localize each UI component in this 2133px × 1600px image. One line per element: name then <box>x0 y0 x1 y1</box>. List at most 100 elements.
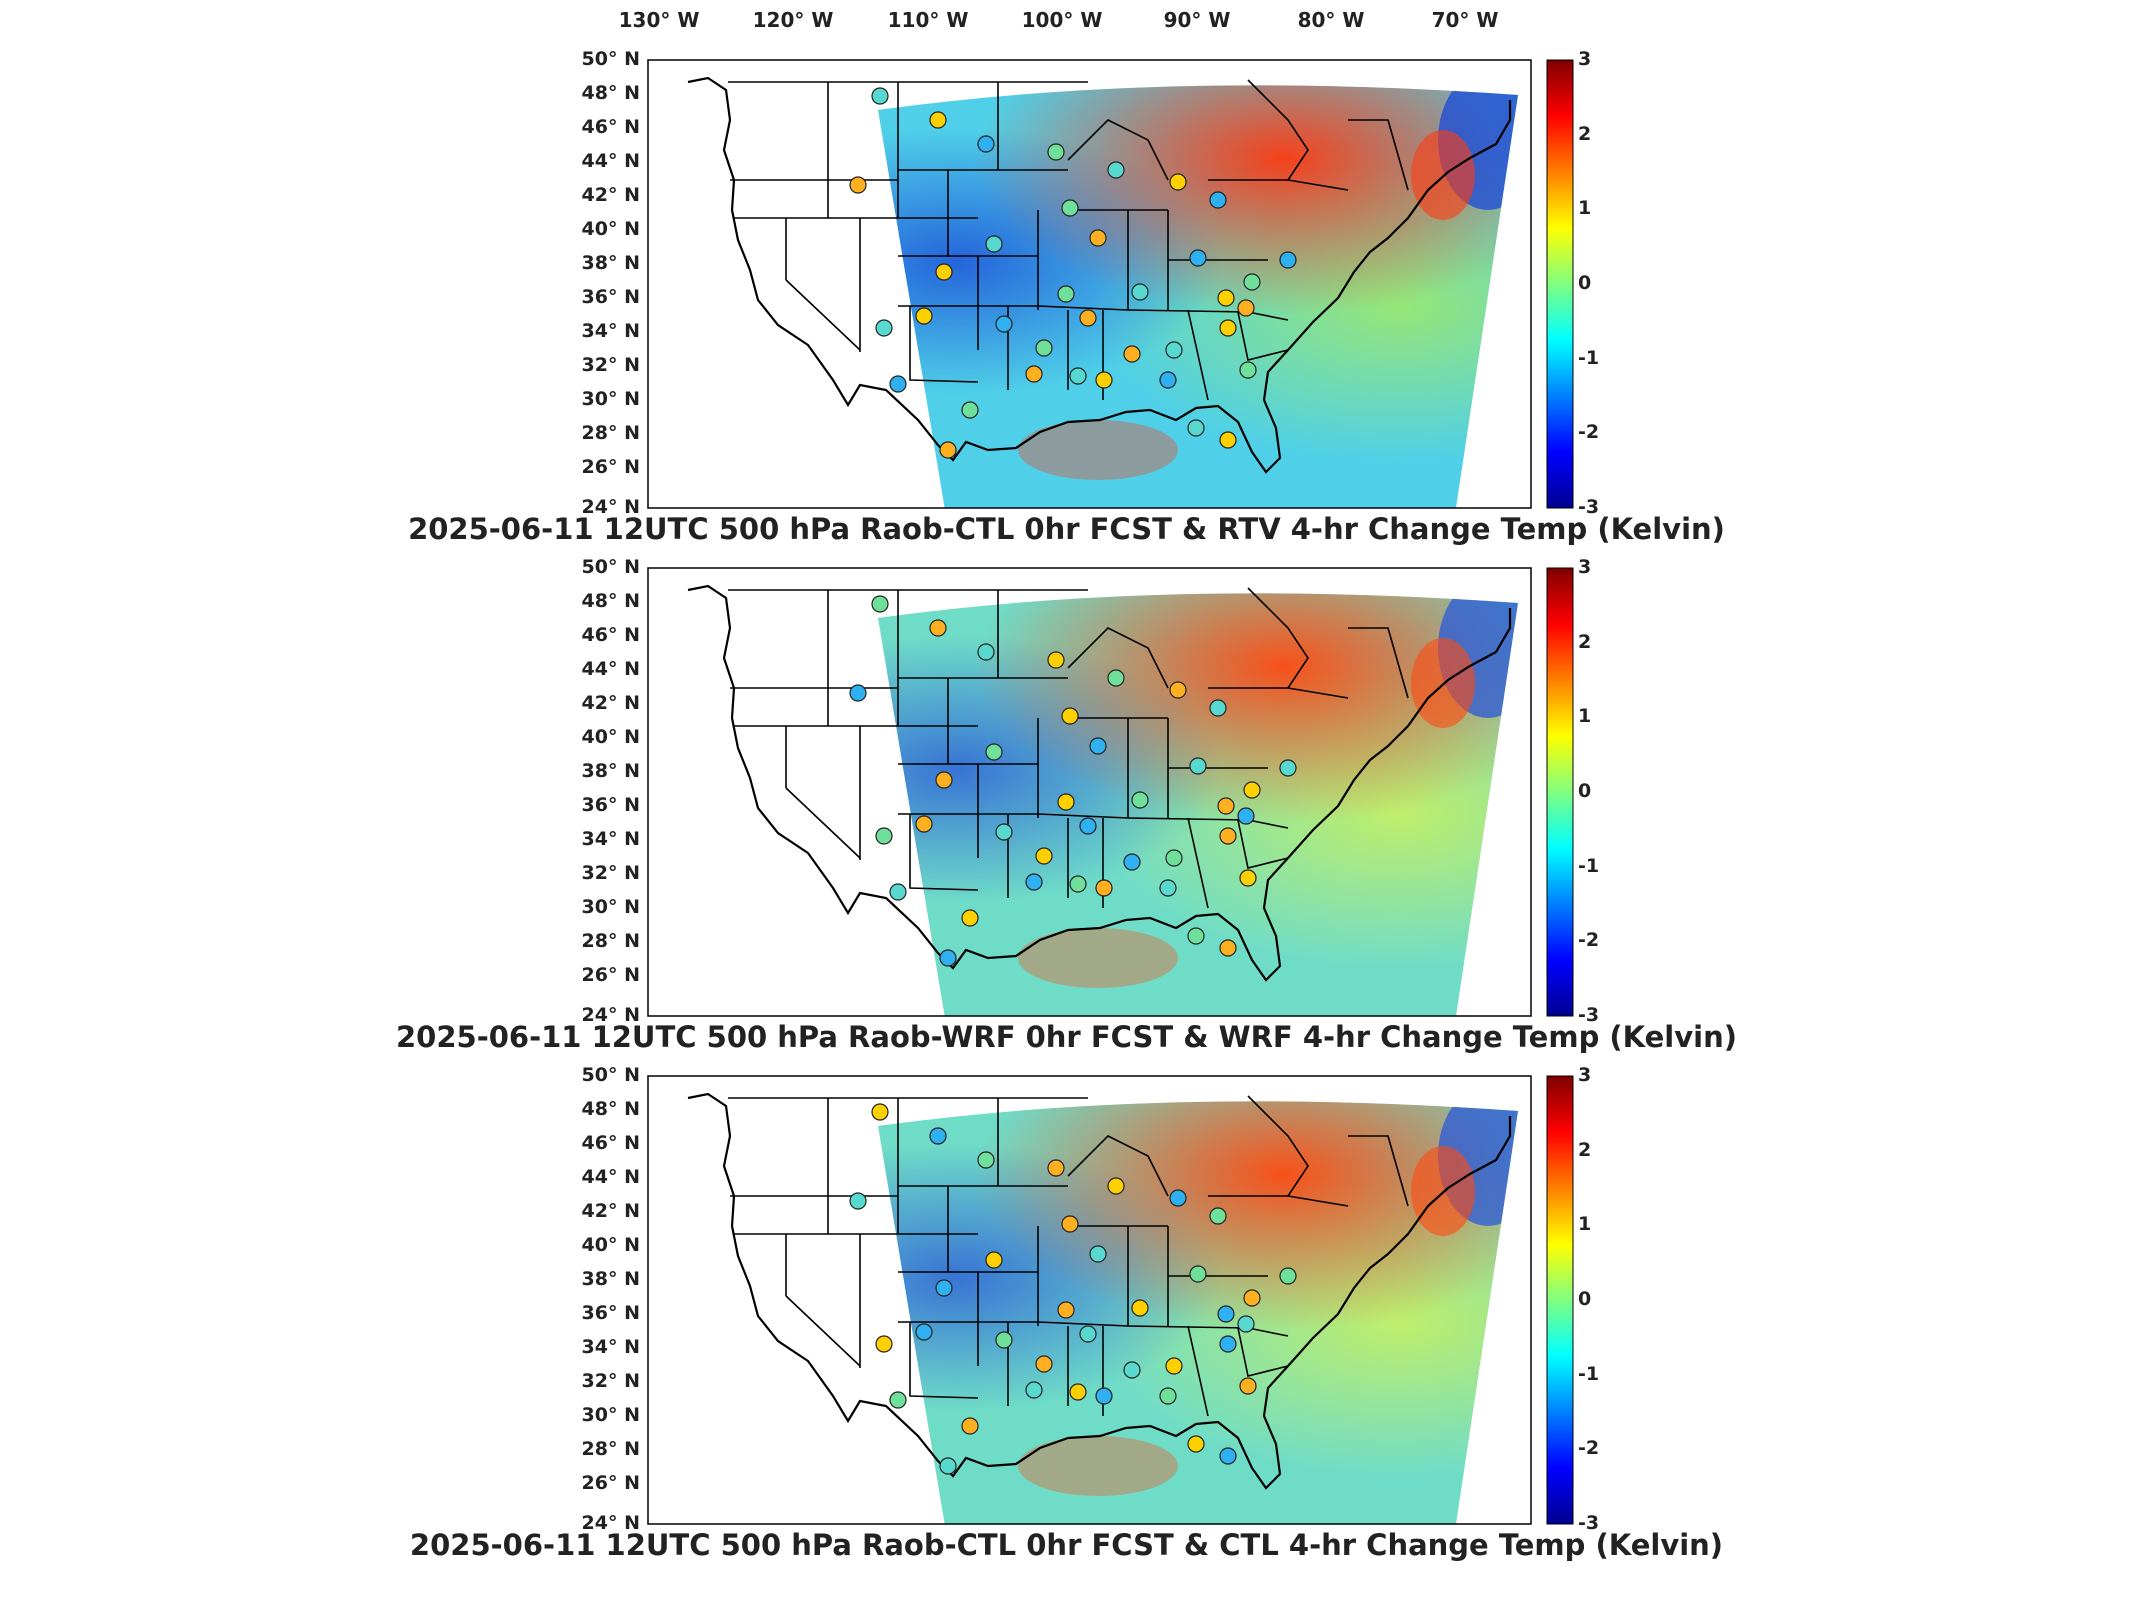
map-panel: 50° N 48° N 46° N 44° N 42° N 40° N 38° N 36° N… <box>0 40 2133 548</box>
state-boundary <box>898 305 1129 311</box>
raob-station-marker <box>1061 707 1079 725</box>
panel-title: 2025-06-11 12UTC 500 hPa Raob-CTL 0hr FC… <box>409 1528 1724 1562</box>
lat-label: 38° N <box>581 1268 640 1290</box>
lat-label: 40° N <box>581 726 640 748</box>
raob-station-marker <box>939 441 957 459</box>
raob-station-marker <box>961 401 979 419</box>
raob-station-marker <box>1159 879 1177 897</box>
lon-label: 110° W <box>887 8 969 32</box>
raob-station-marker <box>1219 827 1237 845</box>
raob-station-marker <box>1131 791 1149 809</box>
lat-label: 42° N <box>581 184 640 206</box>
lat-label: 28° N <box>581 422 640 444</box>
raob-station-marker <box>1187 927 1205 945</box>
state-boundary <box>785 787 861 859</box>
state-boundary <box>1348 1135 1409 1207</box>
coastline <box>687 1092 1512 1490</box>
map-frame <box>647 1075 1532 1525</box>
raob-station-marker <box>1159 371 1177 389</box>
raob-station-marker <box>915 307 933 325</box>
raob-station-marker <box>1169 1189 1187 1207</box>
raob-station-marker <box>929 1127 947 1145</box>
lat-label: 42° N <box>581 692 640 714</box>
map-frame <box>647 59 1532 509</box>
raob-station-marker <box>1219 319 1237 337</box>
state-boundary <box>1237 1327 1289 1377</box>
lat-label: 26° N <box>581 964 640 986</box>
raob-station-marker <box>1131 283 1149 301</box>
raob-station-marker <box>1219 431 1237 449</box>
raob-station-marker <box>1219 939 1237 957</box>
temperature-field <box>878 1101 1518 1524</box>
raob-station-marker <box>1239 869 1257 887</box>
panel-title: 2025-06-11 12UTC 500 hPa Raob-WRF 0hr FC… <box>395 1020 1737 1054</box>
raob-station-marker <box>1123 1361 1141 1379</box>
raob-station-marker <box>1061 1215 1079 1233</box>
lat-label: 24° N <box>581 1004 640 1026</box>
colorbar-tick-label: 1 <box>1578 705 1592 728</box>
raob-station-marker <box>1219 1335 1237 1353</box>
lat-label: 32° N <box>581 862 640 884</box>
colorbar-tick-label: 1 <box>1578 197 1592 220</box>
temperature-field <box>878 85 1518 508</box>
lat-label: 46° N <box>581 1132 640 1154</box>
lat-label: 48° N <box>581 1098 640 1120</box>
coastline <box>687 584 1512 982</box>
raob-station-marker <box>1069 1383 1087 1401</box>
lon-label: 100° W <box>1021 8 1103 32</box>
raob-station-marker <box>1279 759 1297 777</box>
lat-label: 38° N <box>581 760 640 782</box>
raob-station-marker <box>1217 1305 1235 1323</box>
lat-label: 48° N <box>581 82 640 104</box>
colorbar-tick-label: 3 <box>1578 1064 1592 1086</box>
lat-label: 30° N <box>581 1404 640 1426</box>
raob-station-marker <box>1217 797 1235 815</box>
raob-station-marker <box>977 1151 995 1169</box>
state-boundary <box>1247 79 1309 181</box>
lon-label: 130° W <box>618 8 700 32</box>
lat-label: 34° N <box>581 1336 640 1358</box>
raob-station-marker <box>1079 817 1097 835</box>
lat-label: 26° N <box>581 1472 640 1494</box>
raob-station-marker <box>995 823 1013 841</box>
raob-station-marker <box>871 87 889 105</box>
colorbar <box>1546 59 1574 509</box>
lat-label: 32° N <box>581 1370 640 1392</box>
colorbar-tick-label: 0 <box>1578 1288 1592 1310</box>
lon-label: 120° W <box>752 8 834 32</box>
colorbar-tick-label: 2 <box>1578 1138 1592 1161</box>
raob-station-marker <box>1107 161 1125 179</box>
raob-station-marker <box>1057 1301 1075 1319</box>
lat-label: 50° N <box>581 48 640 70</box>
lat-label: 44° N <box>581 1166 640 1188</box>
raob-station-marker <box>1131 1299 1149 1317</box>
raob-station-marker <box>1061 199 1079 217</box>
raob-station-marker <box>985 743 1003 761</box>
raob-station-marker <box>961 909 979 927</box>
raob-station-marker <box>1237 299 1255 317</box>
state-boundary <box>1247 1095 1309 1197</box>
coastline <box>687 76 1512 474</box>
lat-label: 38° N <box>581 252 640 274</box>
raob-station-marker <box>1209 1207 1227 1225</box>
colorbar-tick-label: 0 <box>1578 780 1592 802</box>
lat-label: 24° N <box>581 1512 640 1534</box>
raob-station-marker <box>995 315 1013 333</box>
lat-label: 40° N <box>581 1234 640 1256</box>
raob-station-marker <box>1107 1177 1125 1195</box>
raob-station-marker <box>935 1279 953 1297</box>
raob-station-marker <box>1219 1447 1237 1465</box>
lat-label: 30° N <box>581 896 640 918</box>
raob-station-marker <box>1047 143 1065 161</box>
raob-station-marker <box>889 375 907 393</box>
raob-station-marker <box>1123 345 1141 363</box>
raob-station-marker <box>1079 309 1097 327</box>
raob-station-marker <box>875 827 893 845</box>
raob-station-marker <box>1243 781 1261 799</box>
raob-station-marker <box>915 1323 933 1341</box>
raob-station-marker <box>1239 361 1257 379</box>
map-figure <box>647 59 1574 509</box>
raob-station-marker <box>1095 1387 1113 1405</box>
state-boundary <box>1348 119 1409 191</box>
raob-station-marker <box>1035 339 1053 357</box>
